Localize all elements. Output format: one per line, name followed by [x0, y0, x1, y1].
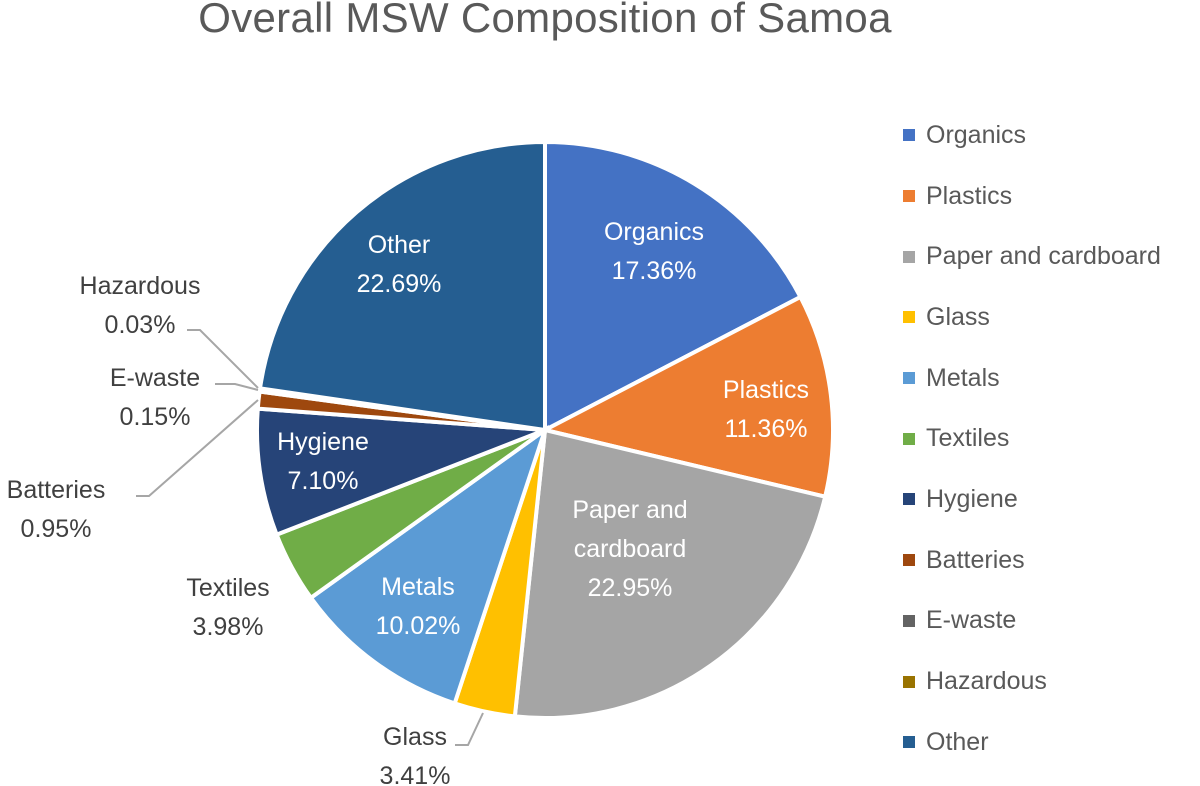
legend-swatch-icon — [903, 129, 915, 142]
data-label-organics: Organics 17.36% — [604, 218, 704, 285]
data-label-metals: Metals 10.02% — [376, 573, 461, 640]
pie-slice-organics — [543, 139, 804, 434]
data-label-plastics: Plastics 11.36% — [723, 376, 809, 443]
legend-label: Hazardous — [926, 667, 1047, 696]
legend-item-hygiene: Hygiene — [903, 469, 1161, 530]
legend-label: Other — [926, 727, 989, 756]
data-label-batteries: Batteries 0.95% — [7, 476, 106, 543]
legend-label: Organics — [926, 120, 1027, 149]
leader-line-batteries — [136, 399, 259, 497]
data-labels: Organics 17.36% Plastics 11.36% Paper and car… — [7, 218, 809, 786]
legend-item-hazardous: Hazardous — [903, 651, 1161, 712]
legend-item-plastics: Plastics — [903, 166, 1161, 227]
legend-item-other: Other — [903, 712, 1161, 773]
legend-swatch-icon — [903, 432, 915, 445]
legend-item-paper-and-cardboard: Paper and cardboard — [903, 226, 1161, 287]
pie-slice-paper-and-cardboard — [512, 427, 828, 720]
legend-item-metals: Metals — [903, 348, 1161, 409]
legend-label: Batteries — [926, 545, 1025, 574]
legend-swatch-icon — [903, 190, 915, 203]
leader-line-hazardous — [187, 329, 259, 389]
legend-item-organics: Organics — [903, 105, 1161, 166]
data-label-paper-and-cardboard: Paper and cardboard 22.95% — [572, 496, 687, 602]
data-label-other: Other 22.69% — [357, 231, 442, 298]
legend-swatch-icon — [903, 554, 915, 567]
legend-item-e-waste: E-waste — [903, 591, 1161, 652]
legend-swatch-icon — [903, 311, 915, 324]
chart-title: Overall MSW Composition of Samoa — [198, 0, 892, 41]
leader-lines — [136, 329, 484, 746]
legend-label: Hygiene — [926, 484, 1018, 513]
legend-swatch-icon — [903, 675, 915, 688]
data-label-hazardous: Hazardous 0.03% — [80, 272, 201, 339]
data-label-glass: Glass 3.41% — [380, 723, 451, 786]
legend-label: E-waste — [926, 606, 1017, 635]
leader-line-e-waste — [215, 383, 259, 391]
legend: Organics Plastics Paper and cardboard Gl… — [903, 105, 1161, 773]
legend-swatch-icon — [903, 372, 915, 385]
legend-label: Plastics — [926, 181, 1013, 210]
data-label-e-waste: E-waste 0.15% — [110, 364, 200, 431]
legend-swatch-icon — [903, 250, 915, 263]
legend-label: Metals — [926, 363, 1000, 392]
legend-item-glass: Glass — [903, 287, 1161, 348]
legend-label: Textiles — [926, 424, 1010, 453]
pie-slices — [255, 139, 835, 720]
legend-swatch-icon — [903, 614, 915, 627]
legend-item-textiles: Textiles — [903, 408, 1161, 469]
pie-slice-other — [257, 139, 547, 433]
legend-swatch-icon — [903, 736, 915, 749]
data-label-hygiene: Hygiene 7.10% — [277, 428, 369, 495]
leader-line-glass — [455, 712, 484, 746]
legend-item-batteries: Batteries — [903, 530, 1161, 591]
legend-label: Paper and cardboard — [926, 242, 1161, 271]
legend-swatch-icon — [903, 493, 915, 506]
data-label-textiles: Textiles 3.98% — [186, 574, 269, 641]
pie-slice-metals — [308, 424, 549, 706]
legend-label: Glass — [926, 302, 990, 331]
pie-slice-hygiene — [255, 406, 546, 538]
